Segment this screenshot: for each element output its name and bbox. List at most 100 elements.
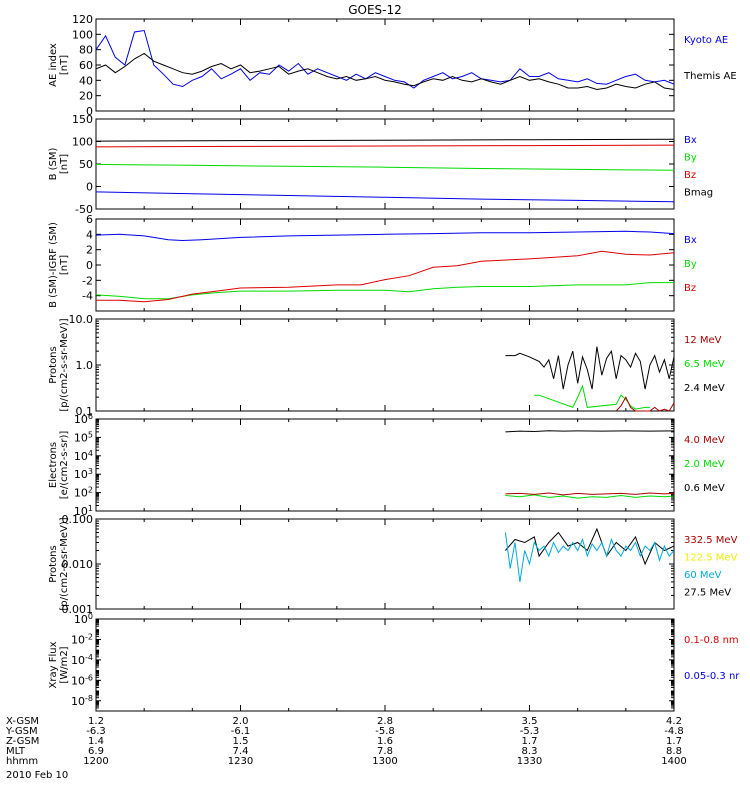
legend-entry: Bz [684, 283, 696, 294]
series-bx [95, 230, 675, 242]
panel-frame [95, 518, 675, 610]
date-label: 2010 Feb 10 [6, 770, 68, 781]
y-tick-label: 100 [74, 612, 93, 626]
y-tick-label: 10-6 [71, 673, 93, 687]
x-axis-value: 8.3 [522, 746, 538, 757]
x-axis-value: 1300 [372, 756, 397, 767]
x-axis-value: 2.0 [233, 716, 249, 727]
y-tick-label: 120 [72, 13, 93, 26]
x-axis-value: 1200 [83, 756, 108, 767]
x-axis-value: 3.5 [522, 716, 538, 727]
series-27-5-mev [505, 527, 675, 566]
y-tick-label: 102 [74, 486, 93, 500]
y-tick-label: 0.1 [76, 405, 94, 418]
y-tick-label: 1.0 [76, 359, 94, 372]
y-axis-label: B (SM)[nT] [48, 147, 70, 180]
x-axis-value: 6.9 [88, 746, 104, 757]
x-axis-value: -6.1 [231, 726, 251, 737]
legend-entry: Bx [684, 235, 697, 246]
series-bz [95, 144, 675, 148]
panel-frame [95, 218, 675, 312]
x-axis-value: 8.8 [666, 746, 682, 757]
y-tick-label: 0 [86, 181, 93, 194]
legend-entry: 0.05-0.3 nr [684, 671, 740, 682]
series-bx [95, 191, 675, 203]
panel-5: 101102103104105106Electrons[e/(cm2-s-sr)… [48, 412, 725, 518]
x-axis-value: 4.2 [666, 716, 682, 727]
legend-entry: 12 MeV [684, 335, 722, 346]
legend-entry: Bmag [684, 188, 713, 199]
y-tick-label: 60 [79, 59, 93, 72]
y-tick-label: 10-8 [71, 694, 93, 708]
series-2-4-mev [505, 346, 675, 390]
x-axis-value: 1.2 [88, 716, 104, 727]
y-axis-label: Electrons[e/(cm2-s-sr)] [48, 431, 70, 500]
series-bz [96, 250, 675, 303]
y-tick-label: 106 [74, 412, 93, 426]
panel-frame [95, 18, 675, 112]
y-axis-label: AE index[nT] [48, 43, 70, 87]
y-tick-label: 2 [86, 244, 93, 257]
x-axis-value: 1.6 [377, 736, 393, 747]
panel-6: 0.001 0.010 0.100Protons[p/(cm2-s-sr-MeV)]… [48, 513, 738, 616]
legend-entry: Themis AE [683, 71, 737, 82]
legend-entry: 60 MeV [684, 570, 722, 581]
panel-3: -4 -2 0 2 4 6 B (SM)-IGRF (SM)[nT] Bx By Bz [48, 213, 697, 312]
legend-entry: 2.4 MeV [684, 383, 725, 394]
panel-2: -50 0 50 100 150 B (SM)[nT] Bx By Bz Bmag [48, 113, 713, 216]
x-axis-value: -5.8 [375, 726, 395, 737]
x-axis-row-label: MLT [6, 746, 26, 757]
x-axis-row-label: hhmm [6, 756, 38, 767]
legend-entry: By [684, 153, 697, 164]
legend-entry: 0.1-0.8 nm [684, 635, 739, 646]
series-by [95, 163, 675, 171]
series-4-0-mev [505, 492, 675, 496]
y-tick-label: -50 [75, 203, 93, 216]
y-tick-label: 0 [86, 259, 93, 272]
x-axis-value: 1.7 [666, 736, 682, 747]
y-tick-label: 0.100 [62, 513, 94, 526]
series-kyoto-ae [95, 29, 675, 89]
legend-entry: 122.5 MeV [684, 553, 738, 564]
y-tick-label: 6 [86, 213, 93, 226]
series-2-0-mev [505, 494, 675, 499]
x-axis-row-label: Y-GSM [5, 726, 38, 737]
panel-frame [95, 318, 675, 412]
y-axis-label: Protons[p/(cm2-s-sr-MeV)] [48, 318, 70, 411]
x-axis-value: 1.5 [233, 736, 249, 747]
x-axis-value: -6.3 [86, 726, 106, 737]
y-tick-label: 10-4 [71, 653, 93, 667]
legend-entry: 2.0 MeV [684, 459, 725, 470]
y-axis-label: Xray Flux[W/m2] [48, 641, 70, 688]
x-axis-row-label: Z-GSM [6, 736, 39, 747]
panel-7: 10-8 10-6 10-4 10-2 100 Xray Flux[W/m2] 0.1-0.… [48, 612, 740, 712]
y-tick-label: 10-2 [71, 632, 93, 646]
legend-entry: Kyoto AE [684, 35, 728, 46]
y-tick-label: 150 [72, 113, 93, 126]
y-tick-label: 0 [86, 105, 93, 118]
y-tick-label: 20 [79, 90, 93, 103]
legend-entry: 332.5 MeV [684, 535, 738, 546]
series-6-5-mev [534, 384, 650, 410]
y-tick-label: 100 [72, 136, 93, 149]
y-tick-label: 0.001 [62, 603, 94, 616]
x-axis-value: -4.8 [664, 726, 684, 737]
legend-entry: By [684, 259, 697, 270]
legend-entry: 4.0 MeV [684, 435, 725, 446]
y-tick-label: 103 [74, 467, 93, 481]
y-tick-label: -4 [82, 290, 93, 303]
x-axis-value: 1230 [228, 756, 253, 767]
y-tick-label: 105 [74, 430, 93, 444]
legend-entry: 27.5 MeV [684, 588, 731, 599]
y-tick-label: 50 [79, 158, 93, 171]
chart-title: GOES-12 [348, 3, 402, 17]
x-axis-value: 7.4 [233, 746, 249, 757]
series-12-mev [615, 396, 675, 412]
legend-entry: Bz [684, 170, 696, 181]
panel-frame [95, 118, 675, 210]
legend-entry: 6.5 MeV [684, 359, 725, 370]
x-axis-value: 1400 [661, 756, 686, 767]
